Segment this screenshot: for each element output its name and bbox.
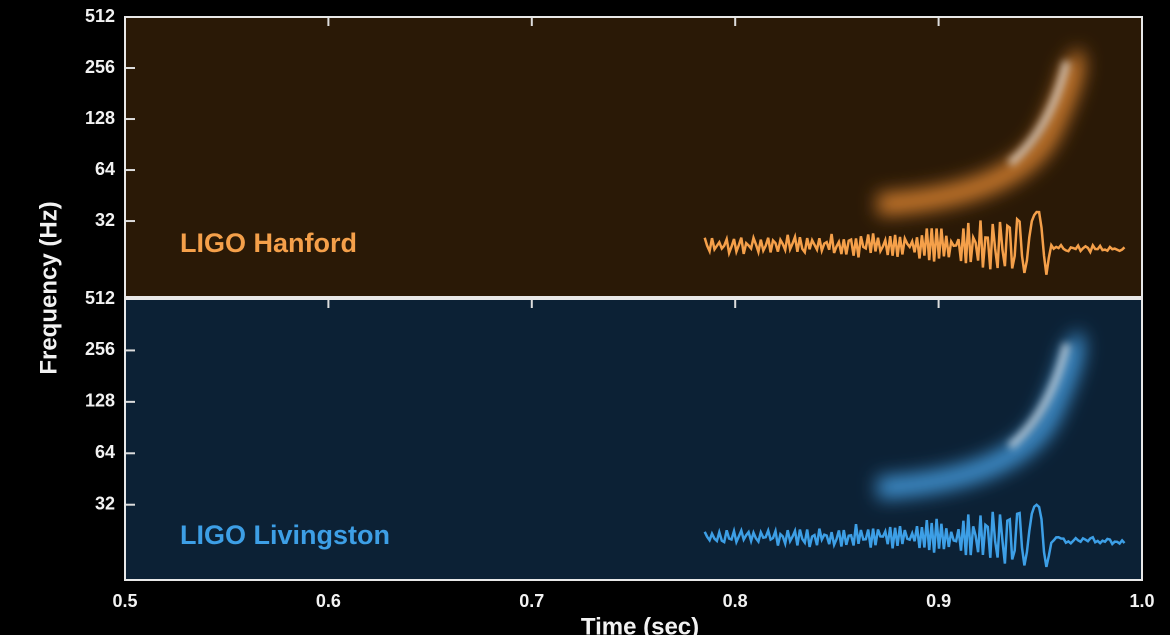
detector-label: LIGO Livingston	[180, 520, 390, 550]
x-tick-label: 0.7	[519, 591, 544, 611]
x-axis-label: Time (sec)	[581, 613, 699, 635]
chart: Frequency (Hz) Time (sec) LIGO Hanford 32…	[0, 0, 1170, 635]
y-tick-label: 256	[85, 57, 115, 77]
y-tick-label: 128	[85, 391, 115, 411]
x-tick-label: 0.9	[926, 591, 951, 611]
y-axis-label: Frequency (Hz)	[35, 201, 62, 374]
y-tick-label: 128	[85, 108, 115, 128]
y-tick-label: 512	[85, 288, 115, 308]
y-tick-label: 512	[85, 6, 115, 26]
y-tick-label: 256	[85, 339, 115, 359]
x-tick-label: 0.5	[112, 591, 137, 611]
x-tick-label: 1.0	[1129, 591, 1154, 611]
y-tick-label: 64	[95, 159, 115, 179]
y-tick-label: 32	[95, 493, 115, 513]
y-tick-label: 64	[95, 442, 115, 462]
y-tick-label: 32	[95, 210, 115, 230]
x-tick-label: 0.6	[316, 591, 341, 611]
x-tick-label: 0.8	[723, 591, 748, 611]
detector-label: LIGO Hanford	[180, 228, 357, 258]
